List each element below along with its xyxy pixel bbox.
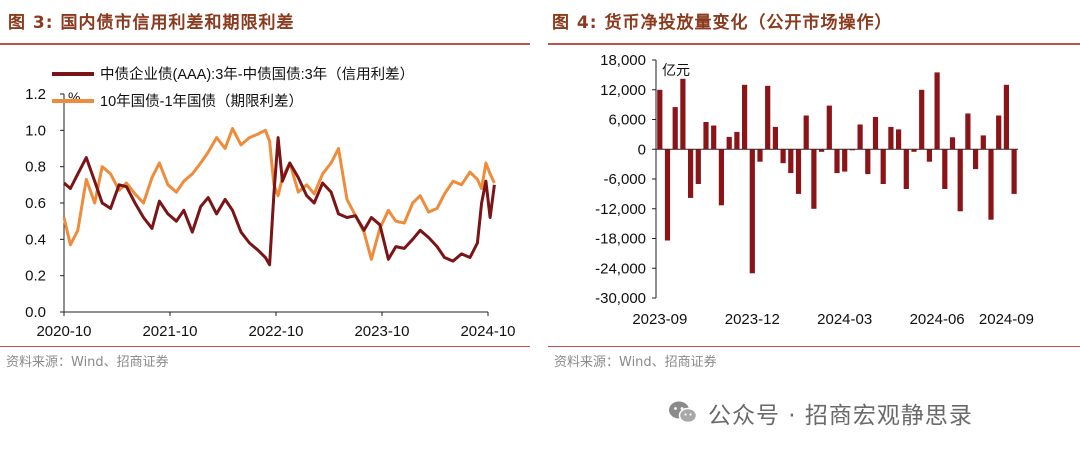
bar bbox=[734, 131, 740, 150]
bar bbox=[788, 149, 794, 174]
right-source-note: 资料来源：Wind、招商证券 bbox=[554, 355, 717, 370]
bar bbox=[695, 149, 701, 184]
bar bbox=[1003, 84, 1009, 150]
x-tick-label: 2024-09 bbox=[979, 311, 1034, 328]
bar bbox=[1011, 149, 1017, 194]
right-title-rule bbox=[548, 43, 1080, 45]
y-tick-label: 0.0 bbox=[25, 304, 46, 321]
bar bbox=[749, 149, 755, 274]
bar bbox=[819, 149, 825, 152]
y-tick-label: 0.2 bbox=[25, 268, 46, 285]
x-tick-label: 2024-06 bbox=[910, 311, 965, 328]
bar bbox=[888, 126, 894, 150]
x-tick-label: 2023-12 bbox=[725, 311, 780, 328]
y-tick-label: -18,000 bbox=[595, 231, 646, 248]
left-title-rule bbox=[0, 43, 530, 45]
bar bbox=[795, 149, 802, 194]
bar bbox=[926, 149, 932, 162]
bar bbox=[826, 105, 832, 150]
right-chart-title: 图 4: 货币净投放量变化（公开市场操作） bbox=[552, 13, 893, 33]
bar bbox=[688, 149, 694, 198]
bar bbox=[919, 89, 925, 150]
bar bbox=[803, 115, 809, 150]
x-tick-label: 2021-10 bbox=[142, 323, 197, 340]
bar bbox=[988, 149, 994, 220]
bar bbox=[865, 149, 871, 175]
x-tick-label: 2023-10 bbox=[354, 323, 409, 340]
x-tick-label: 2020-10 bbox=[36, 323, 91, 340]
bar bbox=[680, 78, 686, 150]
y-tick-label: 0.4 bbox=[25, 231, 46, 248]
bar bbox=[772, 126, 778, 150]
y-tick-label: 18,000 bbox=[600, 52, 646, 69]
watermark-text: 公众号 · 招商宏观静思录 bbox=[708, 403, 973, 429]
bar bbox=[811, 149, 817, 209]
y-tick-label: 1.2 bbox=[25, 86, 46, 103]
bar bbox=[934, 72, 940, 150]
right-bottom-rule bbox=[548, 346, 1080, 347]
bar-chart: -30,000 -24,000 -18,000 -12,000 -6,000 0 6,000… bbox=[595, 52, 1034, 328]
y-tick-label: 0.6 bbox=[25, 195, 46, 212]
bar bbox=[711, 125, 717, 150]
bar bbox=[742, 84, 748, 150]
legend-label: 中债企业债(AAA):3年-中债国债:3年（信用利差） bbox=[100, 65, 414, 83]
y-tick-label: 6,000 bbox=[608, 112, 646, 129]
bar bbox=[980, 135, 986, 150]
bar bbox=[780, 149, 786, 164]
bar bbox=[957, 149, 963, 212]
bar bbox=[965, 113, 971, 150]
bar bbox=[857, 124, 863, 150]
left-bottom-rule bbox=[0, 346, 530, 347]
y-tick-label: 1.0 bbox=[25, 122, 46, 139]
bar bbox=[903, 149, 909, 189]
y-tick-label: 0.8 bbox=[25, 159, 46, 176]
bar bbox=[996, 115, 1002, 150]
x-tick-label: 2024-10 bbox=[460, 323, 515, 340]
x-tick-label: 2024-03 bbox=[817, 311, 872, 328]
watermark: 公众号 · 招商宏观静思录 bbox=[668, 396, 973, 430]
bar bbox=[949, 137, 956, 150]
bar bbox=[765, 85, 771, 150]
bar bbox=[726, 136, 732, 150]
x-tick-label: 2023-09 bbox=[632, 311, 687, 328]
y-tick-label: 12,000 bbox=[600, 82, 646, 99]
y-tick-label: 0 bbox=[638, 141, 646, 158]
bar bbox=[911, 149, 917, 152]
bar bbox=[657, 89, 663, 150]
left-chart-title: 图 3: 国内债市信用利差和期限利差 bbox=[8, 13, 295, 33]
bar bbox=[880, 149, 886, 184]
y-tick-label: -30,000 bbox=[595, 290, 646, 307]
bar bbox=[703, 122, 709, 150]
bar bbox=[872, 117, 879, 150]
bar bbox=[849, 149, 855, 151]
bar bbox=[672, 107, 678, 150]
bar bbox=[664, 149, 671, 241]
y-tick-label: -12,000 bbox=[595, 201, 646, 218]
bar bbox=[942, 149, 948, 189]
bar bbox=[718, 149, 724, 206]
bar bbox=[973, 149, 979, 170]
line-chart: 0.00.20.40.60.81.01.2 %2020-10 2021-10 2022… bbox=[25, 65, 515, 340]
bar bbox=[896, 129, 902, 150]
y-axis-unit-label: 亿元 bbox=[662, 62, 690, 78]
left-source-note: 资料来源：Wind、招商证券 bbox=[6, 355, 169, 370]
legend-label: 10年国债-1年国债（期限利差） bbox=[100, 93, 303, 110]
y-tick-label: -6,000 bbox=[603, 171, 646, 188]
y-tick-label: -24,000 bbox=[595, 260, 646, 277]
x-tick-label: 2022-10 bbox=[248, 323, 303, 340]
bar bbox=[757, 149, 763, 162]
bar bbox=[842, 149, 848, 172]
bar bbox=[834, 149, 840, 174]
series-line-0 bbox=[63, 136, 496, 267]
series-line-1 bbox=[62, 127, 496, 261]
wechat-icon bbox=[669, 401, 698, 424]
